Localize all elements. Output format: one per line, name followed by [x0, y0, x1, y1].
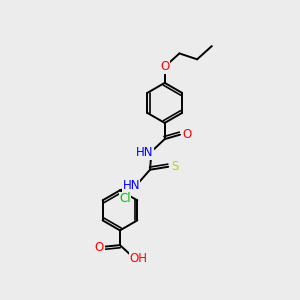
- Text: O: O: [95, 241, 104, 254]
- Text: OH: OH: [130, 252, 148, 265]
- Text: Cl: Cl: [119, 192, 131, 206]
- Text: HN: HN: [136, 146, 154, 159]
- Text: O: O: [182, 128, 191, 141]
- Text: HN: HN: [122, 179, 140, 192]
- Text: O: O: [160, 60, 169, 73]
- Text: S: S: [171, 160, 178, 173]
